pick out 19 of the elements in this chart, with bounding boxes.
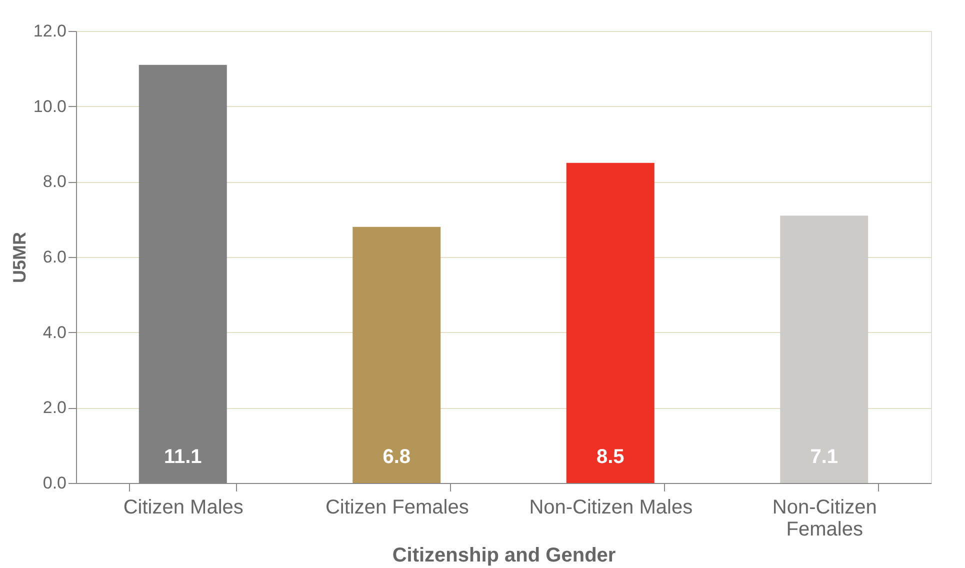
x-axis-title: Citizenship and Gender — [392, 544, 616, 566]
y-axis-title: U5MR — [9, 232, 30, 284]
y-tick-label: 6.0 — [42, 248, 66, 266]
bar — [566, 162, 654, 483]
x-tick-label: Citizen Males — [123, 496, 244, 518]
y-tick-label: 2.0 — [42, 398, 66, 418]
x-tick-label: Non-Citizen Males — [529, 496, 693, 518]
y-tick-label: 4.0 — [42, 322, 66, 342]
data-label: 11.1 — [164, 446, 202, 468]
bar — [352, 226, 441, 483]
bar — [780, 216, 868, 483]
data-label: 8.5 — [596, 446, 624, 468]
x-tick-label: Citizen Females — [325, 496, 469, 518]
y-tick-label: 0.0 — [42, 474, 66, 492]
y-tick-label: 10.0 — [33, 96, 66, 116]
x-tick-label: Non-Citizen Females — [772, 496, 877, 540]
data-label: 6.8 — [382, 446, 411, 468]
y-tick-label: 12.0 — [33, 22, 66, 40]
y-tick-label: 8.0 — [42, 172, 66, 192]
